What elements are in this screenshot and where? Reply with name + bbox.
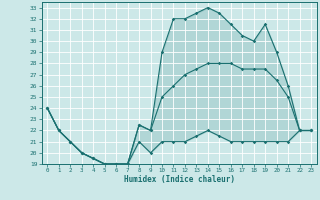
X-axis label: Humidex (Indice chaleur): Humidex (Indice chaleur) [124,175,235,184]
